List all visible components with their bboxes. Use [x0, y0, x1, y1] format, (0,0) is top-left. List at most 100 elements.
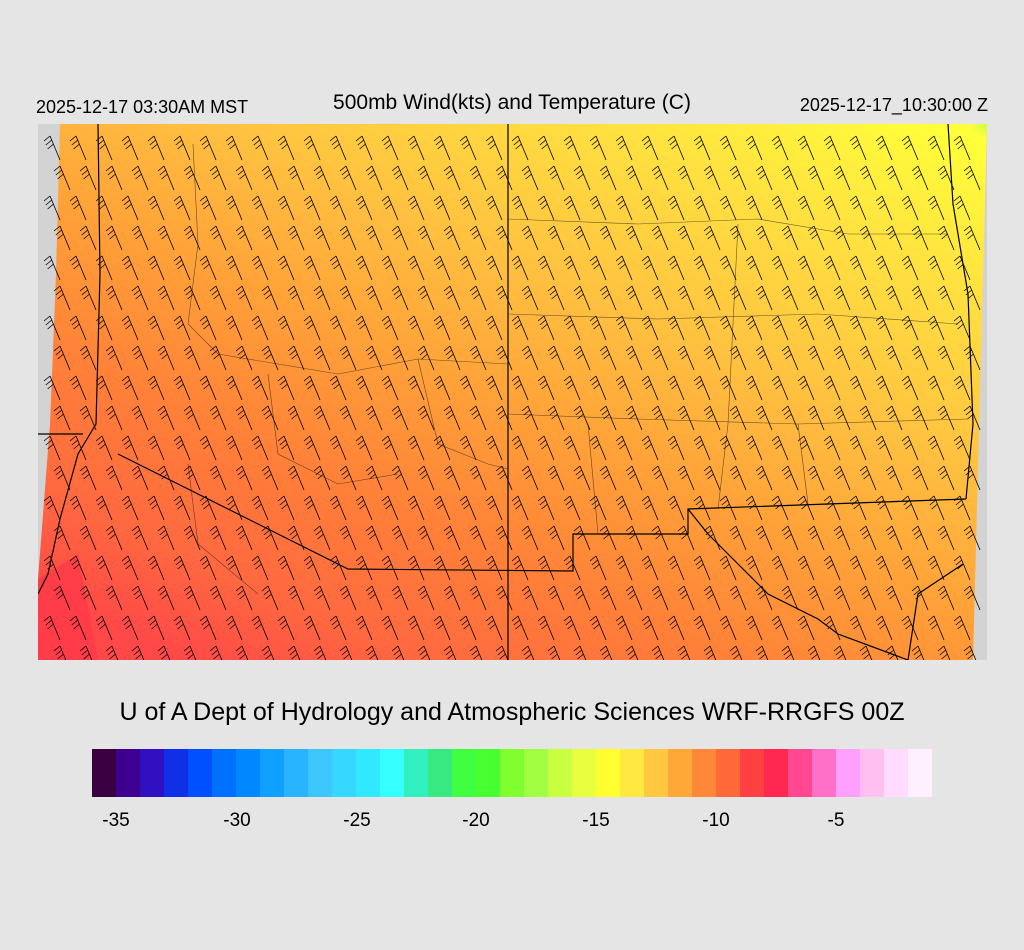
wind-barb — [235, 645, 249, 660]
wind-barb — [563, 555, 581, 581]
wind-barb — [849, 555, 867, 581]
wind-barb — [313, 345, 331, 371]
wind-barb — [755, 645, 769, 660]
wind-barb — [703, 225, 721, 251]
wind-barb — [287, 165, 305, 191]
wind-barb — [911, 345, 929, 371]
colorbar-swatch — [716, 749, 740, 797]
wind-barb — [329, 195, 347, 221]
wind-barb — [365, 345, 383, 371]
wind-barb — [703, 465, 721, 491]
wind-barb — [703, 285, 721, 311]
wind-barb — [261, 345, 279, 371]
wind-barb — [287, 345, 305, 371]
wind-barb — [589, 555, 607, 581]
wind-barb — [459, 615, 477, 641]
wind-barb — [443, 225, 461, 251]
wind-barb — [521, 345, 539, 371]
wind-barb — [173, 315, 191, 341]
wind-barb — [173, 495, 191, 521]
wind-barb — [625, 345, 643, 371]
wind-barb — [287, 465, 305, 491]
wind-barb — [823, 495, 841, 521]
wind-barb — [69, 255, 87, 281]
wind-barb — [43, 315, 61, 341]
wind-barb — [599, 645, 613, 660]
wind-barb — [511, 315, 529, 341]
wind-barb — [781, 585, 799, 611]
wind-barb — [745, 135, 763, 161]
colorbar-tick-label: -35 — [102, 810, 130, 831]
wind-barb — [485, 315, 503, 341]
wind-barb — [105, 465, 123, 491]
colorbar-swatch — [452, 749, 476, 797]
wind-barb — [745, 375, 763, 401]
wind-barb — [599, 465, 617, 491]
wind-barb — [859, 645, 873, 660]
wind-barb — [261, 465, 279, 491]
wind-barb — [823, 135, 841, 161]
wind-barb — [495, 405, 513, 431]
colorbar-swatch — [116, 749, 140, 797]
wind-barb — [589, 135, 607, 161]
wind-barb — [901, 555, 919, 581]
wind-barb — [807, 285, 825, 311]
wind-barb — [391, 285, 409, 311]
wind-barb — [745, 255, 763, 281]
wind-barb — [381, 255, 399, 281]
wind-barb — [573, 585, 591, 611]
wind-barb — [781, 525, 799, 551]
wind-barb — [433, 135, 451, 161]
wind-barb — [677, 465, 695, 491]
wind-barb — [261, 585, 279, 611]
wind-barb — [355, 255, 373, 281]
wind-barb — [833, 285, 851, 311]
wind-barb — [329, 435, 347, 461]
wind-barb — [209, 405, 227, 431]
wind-barb — [729, 645, 743, 660]
wind-barb — [641, 555, 659, 581]
colorbar-swatch — [356, 749, 380, 797]
wind-barb — [121, 195, 139, 221]
wind-barb — [251, 495, 269, 521]
wind-barb — [599, 405, 617, 431]
colorbar-swatch — [764, 749, 788, 797]
wind-barb — [485, 555, 503, 581]
wind-barb — [755, 585, 773, 611]
colorbar-swatch — [500, 749, 524, 797]
wind-barb — [771, 555, 789, 581]
wind-barb — [417, 525, 435, 551]
wind-barb — [911, 285, 929, 311]
wind-barb — [209, 465, 227, 491]
wind-barb — [781, 645, 795, 660]
wind-barb — [641, 495, 659, 521]
wind-barb — [459, 315, 477, 341]
colorbar-tick-label: -25 — [343, 810, 371, 831]
wind-barb — [485, 495, 503, 521]
wind-barb — [667, 375, 685, 401]
wind-barb — [797, 375, 815, 401]
wind-barb — [849, 615, 867, 641]
wind-barb — [303, 555, 321, 581]
wind-barb — [511, 375, 529, 401]
wind-barb — [797, 435, 815, 461]
wind-barb — [599, 285, 617, 311]
wind-barb — [339, 405, 357, 431]
wind-barb — [823, 615, 841, 641]
wind-barb — [251, 615, 269, 641]
wind-barb — [407, 375, 425, 401]
wind-barb — [131, 645, 145, 660]
wind-barb — [755, 345, 773, 371]
wind-barb — [807, 165, 825, 191]
wind-barb — [147, 435, 165, 461]
wind-barb — [157, 285, 175, 311]
wind-barb — [521, 585, 539, 611]
wind-barb — [381, 495, 399, 521]
wind-barb — [235, 525, 253, 551]
wind-barb — [287, 585, 305, 611]
wind-barb — [901, 315, 919, 341]
wind-barb — [433, 435, 451, 461]
wind-barb — [729, 165, 747, 191]
wind-barb — [147, 135, 165, 161]
wind-barb — [771, 375, 789, 401]
